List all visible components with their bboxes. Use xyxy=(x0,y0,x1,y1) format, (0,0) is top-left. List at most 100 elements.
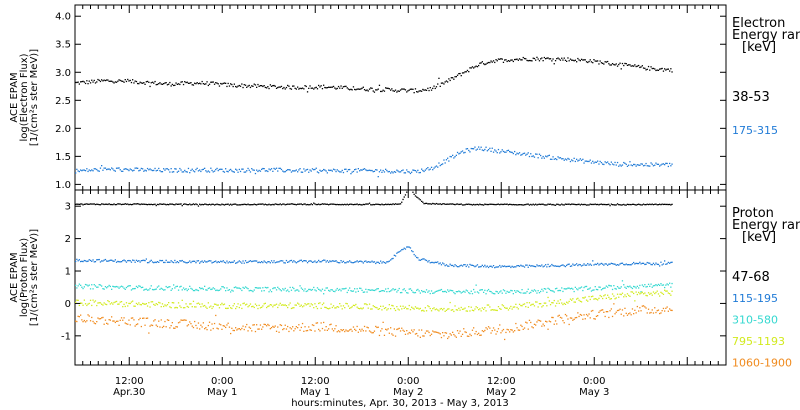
data-point xyxy=(101,203,103,205)
data-point xyxy=(259,324,262,326)
data-point xyxy=(352,290,355,292)
data-point xyxy=(344,203,346,205)
data-point xyxy=(453,310,455,313)
data-point xyxy=(191,84,193,86)
data-point xyxy=(258,203,260,205)
data-point xyxy=(489,203,491,205)
data-point xyxy=(484,203,486,205)
data-point xyxy=(316,203,319,206)
data-point xyxy=(350,203,352,205)
x-tick-label-time: 12:00 xyxy=(301,376,330,387)
data-point xyxy=(301,87,304,89)
data-point xyxy=(552,58,554,60)
data-point xyxy=(120,317,123,319)
data-point xyxy=(230,291,232,293)
data-point xyxy=(303,330,305,332)
data-point xyxy=(150,324,152,326)
data-point xyxy=(197,289,200,292)
data-point xyxy=(169,203,171,205)
data-point xyxy=(480,62,482,64)
data-point xyxy=(428,169,430,171)
data-point xyxy=(330,203,332,205)
data-point xyxy=(654,203,656,205)
data-point xyxy=(77,285,79,287)
data-point xyxy=(547,203,549,205)
data-point xyxy=(311,168,314,170)
data-point xyxy=(248,326,250,328)
data-point xyxy=(554,320,557,322)
data-point xyxy=(610,161,612,163)
data-point xyxy=(471,204,474,206)
data-point xyxy=(80,314,82,316)
data-point xyxy=(326,260,328,262)
data-point xyxy=(201,287,203,289)
data-point xyxy=(267,323,269,326)
data-point xyxy=(325,306,327,309)
data-point xyxy=(597,289,599,291)
data-point xyxy=(279,260,281,262)
data-point xyxy=(125,168,128,170)
data-point xyxy=(597,262,599,265)
data-point xyxy=(311,304,314,306)
data-point xyxy=(241,307,243,310)
data-point xyxy=(331,306,333,309)
data-point xyxy=(572,203,574,205)
data-point xyxy=(444,81,446,83)
data-point xyxy=(551,316,553,319)
data-point xyxy=(620,286,622,288)
data-point xyxy=(439,85,441,87)
data-point xyxy=(225,168,227,170)
data-point xyxy=(593,59,595,61)
data-point xyxy=(194,171,196,173)
data-point xyxy=(150,203,152,205)
data-point xyxy=(556,287,558,289)
data-point xyxy=(490,332,492,334)
data-point xyxy=(117,80,119,82)
data-point xyxy=(168,261,170,263)
data-point xyxy=(191,260,193,263)
data-point xyxy=(171,288,173,290)
data-point xyxy=(486,290,488,292)
data-point xyxy=(598,63,600,65)
data-point xyxy=(613,295,615,297)
data-point xyxy=(455,154,457,156)
data-point xyxy=(227,203,229,205)
data-point xyxy=(664,164,666,166)
data-point xyxy=(413,92,415,94)
data-point xyxy=(608,296,610,298)
data-point xyxy=(323,293,325,295)
data-point xyxy=(608,284,610,286)
data-point xyxy=(189,303,191,305)
data-point xyxy=(351,306,353,308)
data-point xyxy=(134,325,136,327)
data-point xyxy=(611,293,614,295)
data-point xyxy=(259,307,262,309)
data-point xyxy=(340,305,342,307)
data-point xyxy=(515,291,517,293)
data-point xyxy=(618,287,620,289)
data-point xyxy=(543,325,545,327)
data-point xyxy=(282,170,284,172)
y-tick-label: 3.5 xyxy=(55,40,71,51)
data-point xyxy=(551,60,553,62)
data-point xyxy=(187,306,190,308)
data-point xyxy=(506,150,508,152)
data-point xyxy=(230,203,232,205)
data-point xyxy=(154,288,156,291)
data-point xyxy=(269,328,271,330)
data-point xyxy=(359,328,361,331)
data-point xyxy=(82,204,84,206)
data-point xyxy=(656,290,658,292)
data-point xyxy=(231,327,233,329)
data-point xyxy=(292,85,294,87)
data-point xyxy=(625,63,627,65)
data-point xyxy=(592,260,594,262)
data-point xyxy=(361,308,363,310)
data-point xyxy=(161,203,164,205)
data-point xyxy=(129,324,131,326)
data-point xyxy=(298,260,300,262)
data-point xyxy=(387,261,389,263)
data-point xyxy=(196,203,198,206)
data-point xyxy=(578,159,580,161)
data-point xyxy=(371,289,373,291)
